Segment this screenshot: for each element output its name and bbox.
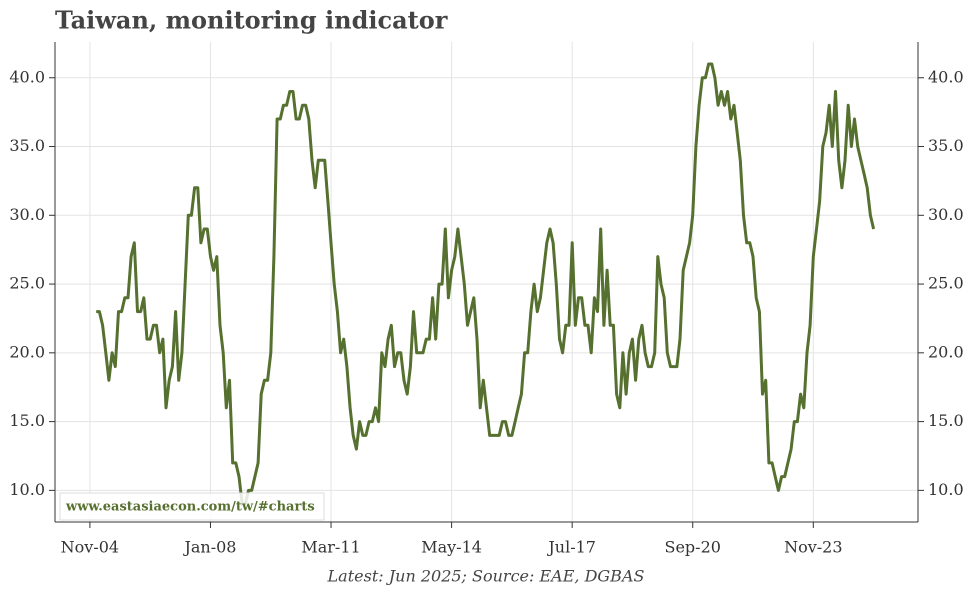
y-tick-label: 15.0 (9, 411, 45, 430)
y2-tick-label: 40.0 (928, 67, 964, 86)
x-tick-label: Jul-17 (546, 538, 596, 557)
y-tick-label: 30.0 (9, 205, 45, 224)
chart-title: Taiwan, monitoring indicator (55, 6, 448, 35)
watermark-text: www.eastasiaecon.com/tw/#charts (65, 500, 315, 515)
y-tick-label: 20.0 (9, 342, 45, 361)
x-tick-label: Mar-11 (301, 538, 360, 557)
y2-tick-label: 30.0 (928, 205, 964, 224)
y2-tick-label: 35.0 (928, 136, 964, 155)
x-tick-label: Nov-23 (784, 538, 842, 557)
y2-tick-label: 15.0 (928, 411, 964, 430)
y2-tick-label: 10.0 (928, 480, 964, 499)
y-tick-label: 10.0 (9, 480, 45, 499)
x-tick-label: May-14 (421, 538, 482, 557)
y-tick-label: 40.0 (9, 67, 45, 86)
y2-tick-label: 20.0 (928, 342, 964, 361)
x-tick-label: Sep-20 (665, 538, 721, 557)
x-tick-label: Jan-08 (182, 538, 236, 557)
y-tick-label: 25.0 (9, 274, 45, 293)
watermark-box (59, 492, 325, 521)
x-tick-label: Nov-04 (61, 538, 119, 557)
y2-tick-label: 25.0 (928, 274, 964, 293)
source-note: Latest: Jun 2025; Source: EAE, DGBAS (327, 567, 645, 586)
watermark: www.eastasiaecon.com/tw/#charts (59, 492, 325, 521)
y-tick-label: 35.0 (9, 136, 45, 155)
data-line (96, 62, 876, 506)
